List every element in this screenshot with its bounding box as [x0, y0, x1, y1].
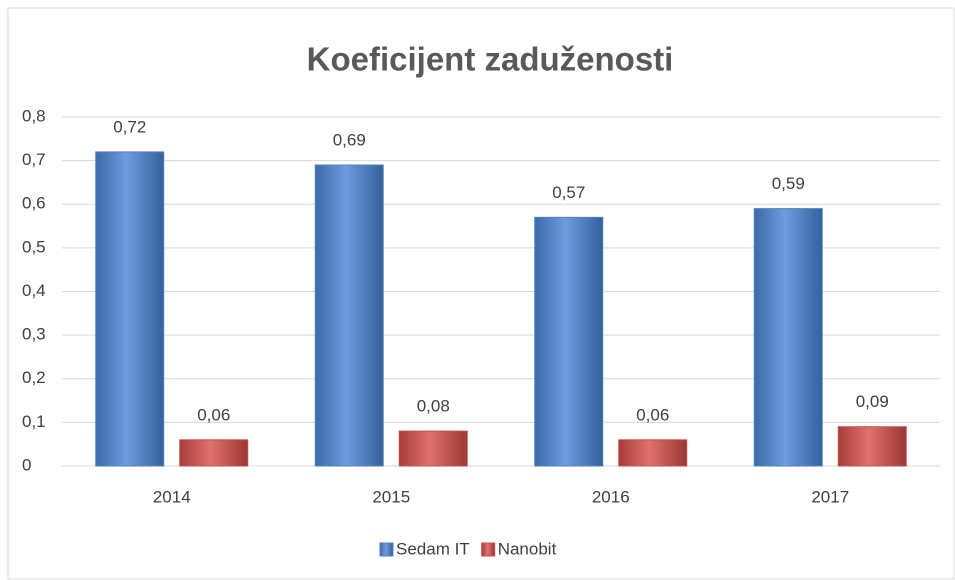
legend-swatch — [481, 542, 496, 557]
x-tick-label: 2017 — [811, 487, 849, 506]
x-tick-label: 2016 — [592, 487, 630, 506]
data-label: 0,06 — [197, 405, 230, 424]
y-tick-label: 0,8 — [22, 106, 46, 125]
data-label: 0,57 — [552, 183, 585, 202]
y-tick-label: 0,2 — [22, 368, 46, 387]
data-label: 0,69 — [333, 130, 366, 149]
data-label: 0,59 — [772, 174, 805, 193]
data-label: 0,09 — [856, 392, 889, 411]
y-tick-label: 0,7 — [22, 150, 46, 169]
legend-label: Sedam IT — [396, 539, 470, 558]
x-tick-label: 2015 — [372, 487, 410, 506]
y-tick-label: 0,3 — [22, 325, 46, 344]
legend-label: Nanobit — [498, 539, 557, 558]
bar — [179, 439, 249, 467]
chart-title: Koeficijent zaduženosti — [307, 41, 674, 78]
legend-swatch — [379, 542, 394, 557]
bar — [534, 216, 604, 467]
y-tick-label: 0,1 — [22, 412, 46, 431]
y-tick-label: 0,5 — [22, 237, 46, 256]
bar — [837, 426, 907, 467]
data-label: 0,72 — [113, 117, 146, 136]
bar — [398, 430, 468, 467]
bar — [753, 208, 823, 467]
y-tick-label: 0,6 — [22, 194, 46, 213]
x-tick-label: 2014 — [153, 487, 191, 506]
data-label: 0,06 — [636, 405, 669, 424]
bar — [95, 151, 165, 467]
bar — [314, 164, 384, 467]
y-tick-label: 0 — [22, 455, 31, 474]
y-tick-label: 0,4 — [22, 281, 46, 300]
data-label: 0,08 — [417, 397, 450, 416]
bar — [618, 439, 688, 467]
